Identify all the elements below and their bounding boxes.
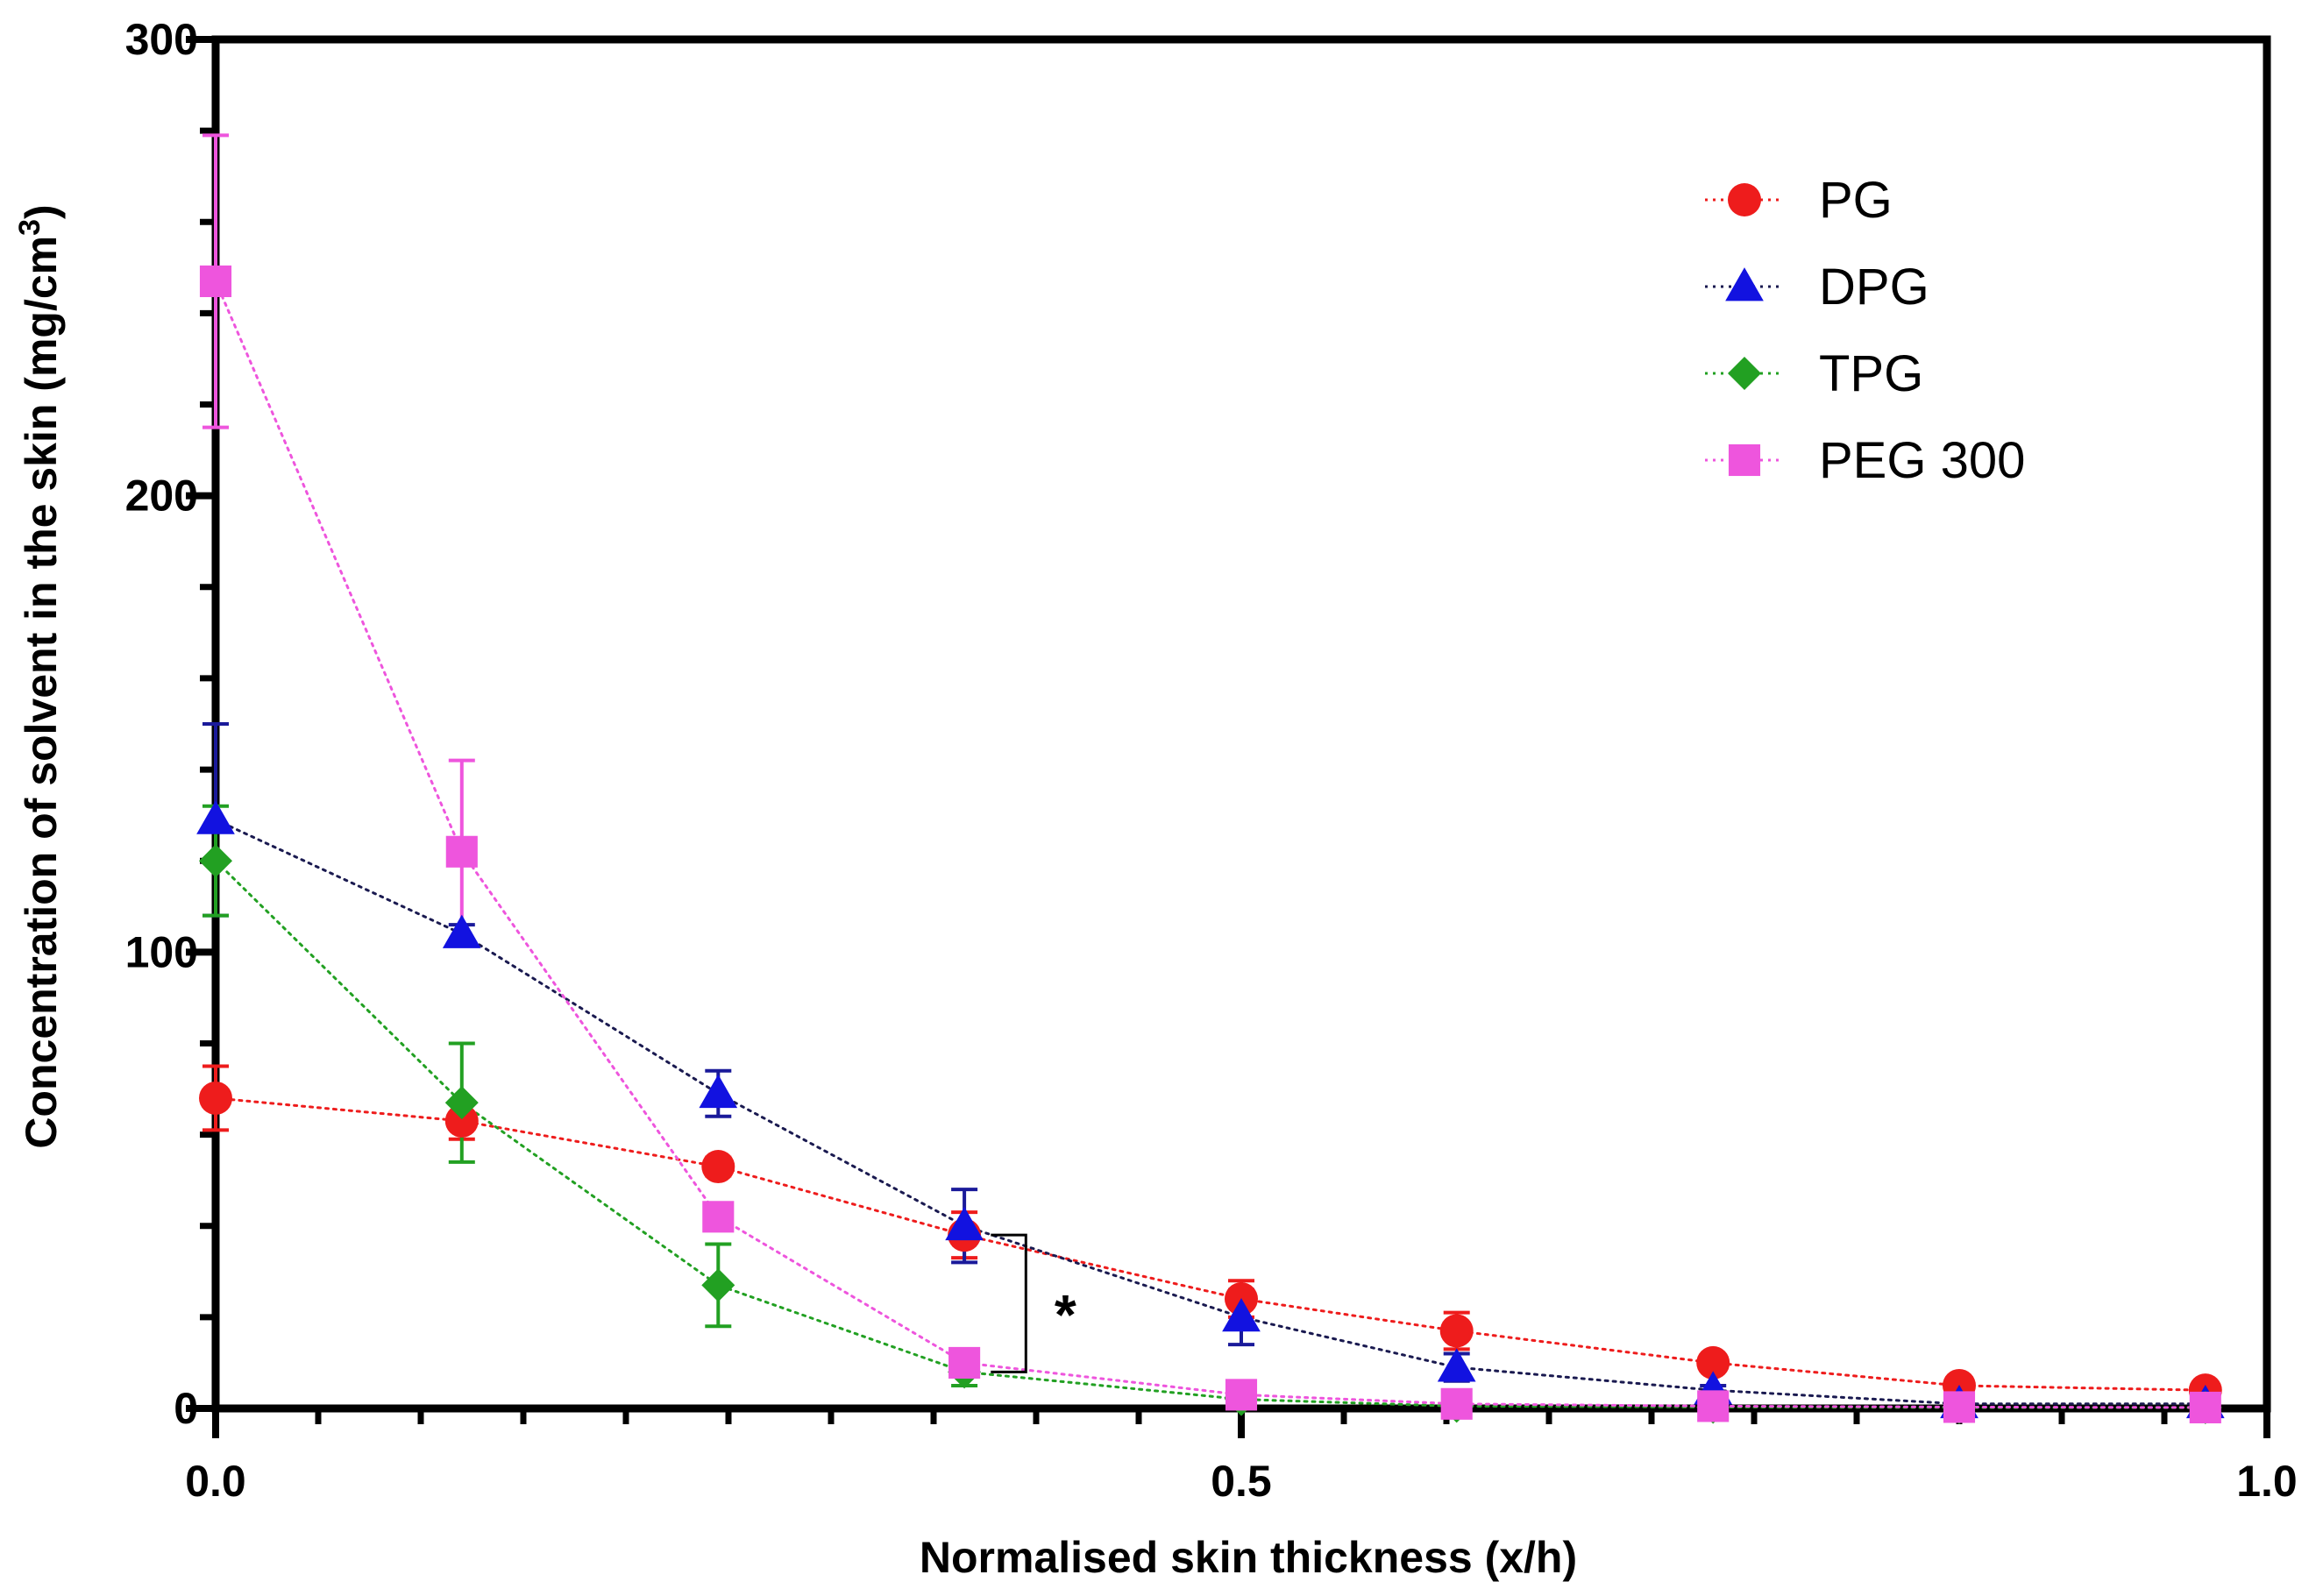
data-point-peg-300 bbox=[199, 265, 232, 298]
significance-bracket bbox=[991, 1233, 1027, 1373]
data-point-peg-300 bbox=[2189, 1391, 2221, 1424]
legend-label-dpg: DPG bbox=[1819, 259, 1929, 316]
legend: PG DPG TPG PEG 300 bbox=[1705, 172, 2025, 489]
legend-label-tpg: TPG bbox=[1819, 345, 1923, 402]
y-axis-label-sup: 3 bbox=[13, 219, 46, 236]
data-point-dpg bbox=[196, 800, 235, 834]
data-point-peg-300 bbox=[948, 1346, 981, 1379]
data-point-dpg bbox=[945, 1206, 984, 1241]
data-point-dpg bbox=[442, 914, 481, 948]
series-line-pg bbox=[214, 1096, 2207, 1392]
legend-label-peg-300: PEG 300 bbox=[1819, 432, 2025, 489]
y-axis-label: Concentration of solvent in the skin (mg… bbox=[13, 204, 66, 1148]
significance-star: * bbox=[1055, 1283, 1076, 1346]
series-line-tpg bbox=[214, 859, 2207, 1409]
x-tick-label: 0.0 bbox=[185, 1457, 246, 1506]
data-point-dpg bbox=[1437, 1348, 1476, 1382]
data-point-peg-300 bbox=[1225, 1379, 1258, 1411]
data-point-pg bbox=[199, 1081, 232, 1115]
data-point-tpg bbox=[199, 844, 232, 878]
legend-item-pg: PG bbox=[1705, 172, 1893, 229]
legend-marker-peg-300 bbox=[1728, 443, 1761, 477]
data-point-dpg bbox=[1222, 1298, 1261, 1332]
data-markers bbox=[196, 265, 2225, 1424]
y-axis-label-main: Concentration of solvent in the skin (mg… bbox=[17, 236, 66, 1149]
legend-item-dpg: DPG bbox=[1705, 259, 1929, 316]
data-point-tpg bbox=[701, 1268, 735, 1302]
legend-item-tpg: TPG bbox=[1705, 345, 1923, 402]
y-tick-label: 0 bbox=[174, 1384, 198, 1433]
data-point-dpg bbox=[699, 1074, 738, 1109]
x-tick-label: 1.0 bbox=[2236, 1457, 2298, 1506]
data-point-peg-300 bbox=[702, 1201, 735, 1233]
legend-label-pg: PG bbox=[1819, 172, 1893, 229]
data-point-peg-300 bbox=[1943, 1391, 1976, 1423]
data-point-pg bbox=[701, 1150, 735, 1184]
data-point-pg bbox=[1439, 1314, 1474, 1348]
y-tick-label: 200 bbox=[125, 472, 198, 521]
legend-marker-pg bbox=[1728, 183, 1761, 216]
significance-annotation: * bbox=[991, 1233, 1076, 1373]
error-bars bbox=[202, 133, 2219, 1406]
data-point-peg-300 bbox=[445, 835, 478, 868]
legend-marker-dpg bbox=[1725, 267, 1764, 301]
y-tick-label: 300 bbox=[125, 15, 198, 64]
data-point-pg bbox=[1696, 1345, 1730, 1380]
y-axis-label-close: ) bbox=[17, 204, 66, 219]
y-tick-label: 100 bbox=[125, 927, 198, 976]
plot-frame bbox=[211, 35, 2271, 1413]
data-point-peg-300 bbox=[1440, 1387, 1473, 1420]
x-axis-label: Normalised skin thickness (x/h) bbox=[920, 1533, 1577, 1582]
legend-item-peg-300: PEG 300 bbox=[1705, 432, 2025, 489]
legend-marker-tpg bbox=[1728, 357, 1761, 390]
series-line-dpg bbox=[214, 818, 2207, 1406]
data-point-pg bbox=[444, 1103, 479, 1138]
data-point-peg-300 bbox=[1697, 1390, 1730, 1422]
x-tick-label: 0.5 bbox=[1211, 1457, 1272, 1506]
data-point-tpg bbox=[444, 1086, 479, 1120]
